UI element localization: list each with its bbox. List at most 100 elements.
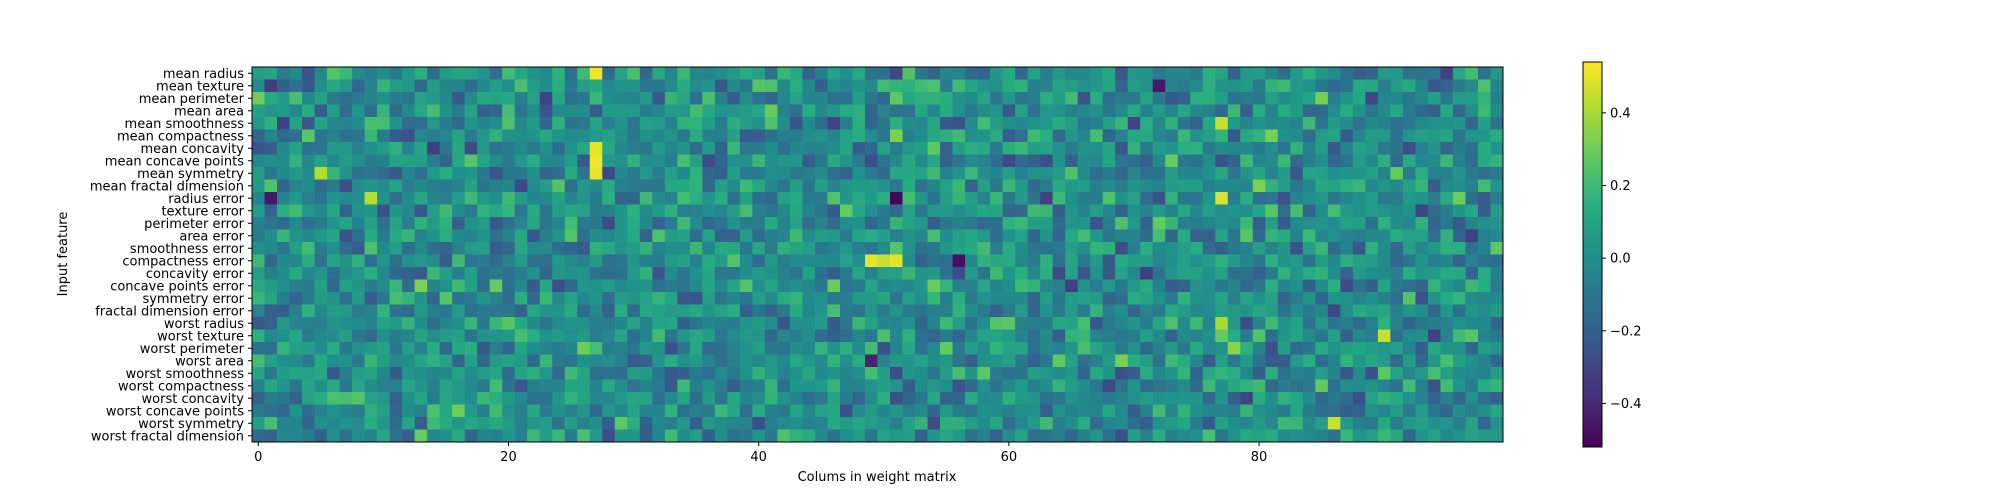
heatmap-cell bbox=[502, 79, 516, 93]
heatmap-cell bbox=[1015, 242, 1028, 255]
heatmap-cell bbox=[264, 142, 278, 155]
heatmap-cell bbox=[1165, 92, 1179, 105]
heatmap-cell bbox=[1340, 242, 1354, 255]
heatmap-cell bbox=[1390, 342, 1404, 355]
heatmap-cell bbox=[489, 129, 503, 143]
heatmap-cell bbox=[1340, 429, 1354, 443]
heatmap-cell bbox=[839, 117, 853, 130]
heatmap-cell bbox=[364, 367, 378, 380]
heatmap-cell bbox=[940, 367, 953, 380]
heatmap-cell bbox=[464, 179, 478, 193]
heatmap-cell bbox=[252, 379, 265, 393]
heatmap-cell bbox=[1202, 104, 1216, 118]
heatmap-cell bbox=[277, 417, 290, 430]
heatmap-cell bbox=[627, 304, 641, 318]
heatmap-cell bbox=[1265, 67, 1279, 80]
heatmap-cell bbox=[1452, 167, 1466, 180]
heatmap-cell bbox=[952, 392, 966, 405]
y-tick-label: worst area bbox=[175, 354, 244, 369]
heatmap-cell bbox=[1290, 417, 1304, 430]
heatmap-cell bbox=[1140, 204, 1154, 218]
heatmap-cell bbox=[339, 104, 353, 118]
heatmap-cell bbox=[564, 79, 578, 93]
heatmap-cell bbox=[1002, 392, 1016, 405]
heatmap-cell bbox=[952, 217, 966, 230]
heatmap-cell bbox=[627, 179, 641, 193]
heatmap-cell bbox=[502, 104, 516, 118]
heatmap-cell bbox=[1165, 292, 1179, 305]
heatmap-cell bbox=[1327, 92, 1341, 105]
heatmap-cell bbox=[1440, 317, 1454, 330]
heatmap-cell bbox=[1390, 429, 1404, 443]
heatmap-cell bbox=[1102, 67, 1116, 80]
heatmap-cell bbox=[252, 129, 265, 143]
heatmap-cell bbox=[452, 404, 466, 418]
heatmap-cell bbox=[352, 392, 365, 405]
heatmap-cell bbox=[677, 379, 691, 393]
heatmap-cell bbox=[1365, 142, 1379, 155]
heatmap-cell bbox=[864, 254, 878, 268]
heatmap-cell bbox=[1015, 429, 1028, 443]
heatmap-cell bbox=[727, 67, 741, 80]
heatmap-cell bbox=[564, 404, 578, 418]
heatmap-cell bbox=[652, 167, 666, 180]
heatmap-cell bbox=[1215, 79, 1229, 93]
heatmap-cell bbox=[539, 117, 553, 130]
heatmap-cell bbox=[1190, 154, 1204, 168]
heatmap-cell bbox=[752, 329, 766, 343]
heatmap-cell bbox=[1365, 367, 1379, 380]
heatmap-cell bbox=[1327, 304, 1341, 318]
heatmap-cell bbox=[489, 104, 503, 118]
heatmap-cell bbox=[915, 392, 928, 405]
heatmap-cell bbox=[1452, 304, 1466, 318]
heatmap-cell bbox=[539, 292, 553, 305]
heatmap-cell bbox=[414, 317, 428, 330]
heatmap-cell bbox=[664, 217, 678, 230]
heatmap-cell bbox=[1202, 79, 1216, 93]
heatmap-cell bbox=[314, 242, 328, 255]
heatmap-cell bbox=[739, 79, 753, 93]
heatmap-cell bbox=[289, 429, 303, 443]
x-tick-label: 40 bbox=[750, 450, 767, 465]
heatmap-cell bbox=[377, 79, 390, 93]
heatmap-cell bbox=[1452, 154, 1466, 168]
heatmap-cell bbox=[614, 417, 628, 430]
heatmap-cell bbox=[1027, 354, 1041, 368]
heatmap-cell bbox=[864, 304, 878, 318]
heatmap-cell bbox=[452, 304, 466, 318]
heatmap-cell bbox=[864, 92, 878, 105]
heatmap-cell bbox=[827, 142, 841, 155]
heatmap-cell bbox=[1477, 242, 1491, 255]
heatmap-cell bbox=[614, 367, 628, 380]
heatmap-cell bbox=[1377, 254, 1391, 268]
heatmap-cell bbox=[1252, 429, 1266, 443]
heatmap-cell bbox=[339, 117, 353, 130]
heatmap-cell bbox=[1365, 192, 1379, 205]
heatmap-cell bbox=[664, 129, 678, 143]
heatmap-cell bbox=[1240, 204, 1254, 218]
heatmap-cell bbox=[452, 67, 466, 80]
heatmap-cell bbox=[327, 154, 340, 168]
heatmap-cell bbox=[1027, 229, 1041, 243]
heatmap-cell bbox=[1415, 429, 1429, 443]
heatmap-cell bbox=[1415, 92, 1429, 105]
heatmap-cell bbox=[327, 342, 340, 355]
heatmap-cell bbox=[1065, 329, 1079, 343]
heatmap-cell bbox=[252, 267, 265, 280]
heatmap-cell bbox=[1152, 279, 1166, 293]
heatmap-cell bbox=[789, 279, 803, 293]
heatmap-cell bbox=[1015, 379, 1028, 393]
heatmap-cell bbox=[427, 379, 440, 393]
heatmap-cell bbox=[1277, 79, 1291, 93]
heatmap-cell bbox=[427, 192, 440, 205]
heatmap-cell bbox=[1440, 154, 1454, 168]
heatmap-cell bbox=[877, 292, 891, 305]
heatmap-cell bbox=[714, 417, 728, 430]
heatmap-cell bbox=[552, 79, 566, 93]
heatmap-cell bbox=[564, 367, 578, 380]
heatmap-cell bbox=[764, 179, 778, 193]
heatmap-cell bbox=[864, 129, 878, 143]
heatmap-cell bbox=[1477, 267, 1491, 280]
heatmap-cell bbox=[1440, 142, 1454, 155]
heatmap-cell bbox=[852, 379, 866, 393]
